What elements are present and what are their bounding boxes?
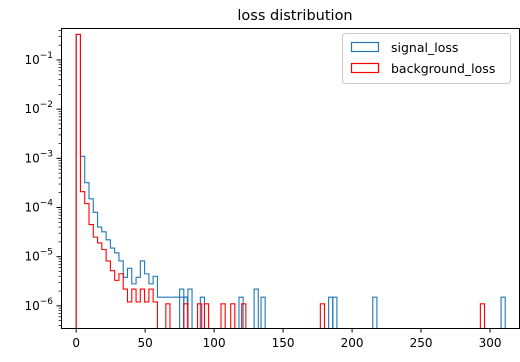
- series-signal-loss-spike-5: [253, 288, 259, 329]
- y-axis: 10−1 10−2 10−3 10−4 10−5 10−6: [24, 30, 62, 326]
- series-signal-loss-spike-10: [500, 296, 506, 329]
- series-signal-loss-spike-7: [328, 296, 334, 329]
- series-background-loss-spike-1: [183, 303, 189, 329]
- x-tick-label-50: 50: [138, 336, 153, 350]
- y-tick-label-1e-2: 10−2: [24, 100, 53, 116]
- series-signal-loss-spike-6: [260, 296, 266, 329]
- y-tick-label-1e-5: 10−5: [24, 248, 53, 264]
- series-background-loss-spike-3: [203, 303, 210, 329]
- x-tick-label-200: 200: [341, 336, 364, 350]
- series-background-loss-spike-4: [220, 303, 226, 329]
- series-signal-loss-spike-4: [238, 296, 244, 329]
- series-background-loss-spike-0: [165, 303, 171, 329]
- series-background-loss-spike-5: [230, 303, 236, 329]
- x-axis: 0 50 100 150 200 250 300: [72, 328, 502, 350]
- series-signal-loss-spike-2: [187, 288, 193, 329]
- y-tick-label-1e-6: 10−6: [24, 297, 53, 313]
- legend: signal_loss background_loss: [342, 33, 511, 84]
- x-tick-label-0: 0: [72, 336, 80, 350]
- series-background-loss-spike-8: [479, 303, 486, 329]
- legend-label-signal: signal_loss: [391, 40, 458, 55]
- x-tick-label-300: 300: [479, 336, 502, 350]
- legend-box: [342, 33, 511, 84]
- legend-swatch-background: [350, 62, 380, 74]
- series-signal-loss-step: [75, 33, 188, 329]
- legend-swatch-signal: [350, 41, 380, 53]
- series-signal-loss-spike-8: [332, 296, 338, 329]
- y-tick-label-1e-4: 10−4: [24, 199, 53, 215]
- series-signal-loss-spike-0: [179, 288, 185, 329]
- x-tick-label-100: 100: [203, 336, 226, 350]
- legend-label-background: background_loss: [391, 61, 495, 76]
- series-layer: [75, 33, 506, 329]
- series-background-loss-spike-2: [197, 303, 203, 329]
- series-background-loss-spike-7: [319, 303, 326, 329]
- series-background-loss-step: [75, 33, 158, 329]
- series-background-loss-spike-6: [241, 303, 247, 329]
- chart-title: loss distribution: [237, 8, 352, 24]
- series-signal-loss-spike-9: [372, 296, 378, 329]
- x-tick-label-250: 250: [410, 336, 433, 350]
- y-tick-label-1e-1: 10−1: [24, 51, 53, 67]
- y-tick-label-1e-3: 10−3: [24, 149, 53, 165]
- x-tick-label-150: 150: [272, 336, 295, 350]
